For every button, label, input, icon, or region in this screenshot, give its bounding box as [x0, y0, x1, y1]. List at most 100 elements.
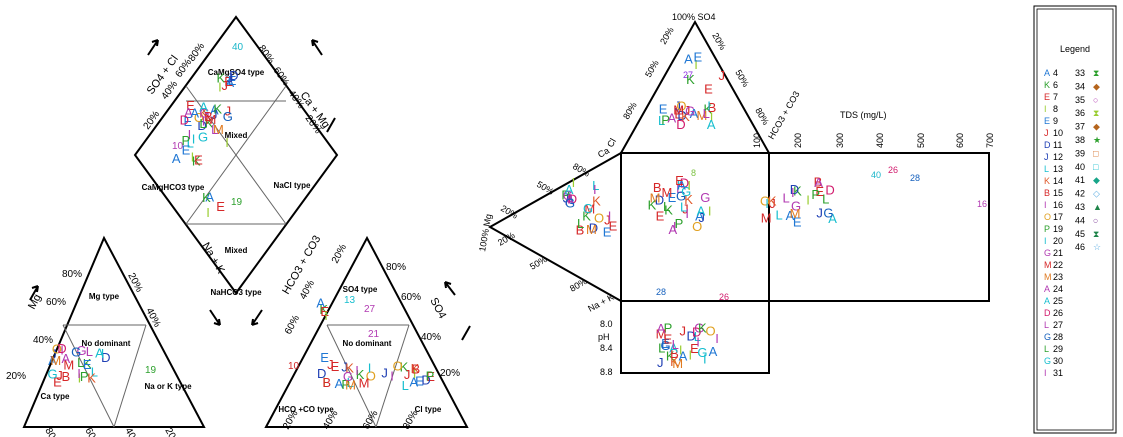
sample-point: G — [697, 345, 707, 360]
arrow-so4-cl — [147, 39, 159, 56]
label-no-dominant-anion: No dominant — [343, 339, 392, 348]
sample-point: G — [198, 130, 208, 145]
sample-point: G — [685, 104, 695, 119]
legend-symbol: I — [1044, 236, 1047, 246]
legend-label: 21 — [1053, 248, 1063, 258]
sample-point: E — [663, 332, 672, 347]
sample-point: A — [95, 346, 104, 361]
sample-point: A — [565, 190, 574, 205]
label-mg-type: Mg type — [89, 292, 120, 301]
label-hco-co-type: HCO +CO type — [278, 405, 334, 414]
sample-point: E — [426, 369, 435, 384]
axis-ca: Ca — [596, 145, 611, 159]
sample-point: J — [341, 359, 348, 374]
arrow-so4 — [444, 281, 456, 296]
sample-point: O — [705, 323, 715, 338]
sample-point: A — [199, 100, 208, 115]
svg-text:80%: 80% — [621, 100, 639, 121]
sample-point: M — [696, 108, 707, 123]
sample-point: D — [790, 182, 799, 197]
legend-symbol: ⧗ — [1093, 229, 1099, 239]
sample-point: I — [703, 351, 707, 366]
legend-symbol: ○ — [1093, 215, 1098, 225]
sample-point: E — [183, 114, 192, 129]
legend-label: 29 — [1053, 344, 1063, 354]
svg-text:50%: 50% — [733, 68, 751, 89]
sample-point: J — [227, 70, 234, 85]
sample-point: E — [415, 374, 424, 389]
svg-text:40%: 40% — [122, 426, 142, 437]
sample-point: A — [828, 211, 837, 226]
sample-point: A — [316, 295, 325, 310]
svg-text:80%: 80% — [62, 269, 82, 280]
sample-point: L — [775, 207, 782, 222]
sample-point: E — [659, 101, 668, 116]
sample-point: M — [761, 210, 772, 225]
sample-point: I — [202, 114, 206, 129]
sample-point: I — [324, 308, 328, 323]
legend-label: 17 — [1053, 212, 1063, 222]
sample-point: D — [57, 341, 66, 356]
legend-symbol: E — [1044, 116, 1050, 126]
sample-point: D — [687, 329, 696, 344]
sample-point: I — [715, 331, 719, 346]
sample-point: B — [708, 100, 717, 115]
sample-point: O — [194, 110, 204, 125]
durov-ph-panel — [620, 300, 770, 374]
sample-point: I — [694, 57, 698, 72]
sample-point: I — [593, 182, 597, 197]
sample-point: G — [661, 338, 671, 353]
sample-point: I — [413, 366, 417, 381]
sample-point: O — [594, 210, 604, 225]
sample-point: E — [186, 98, 195, 113]
legend-symbol: E — [1044, 92, 1050, 102]
ph-tick-labels: 8.0 8.4 8.8 — [600, 319, 613, 377]
sample-point: K — [216, 70, 225, 85]
highlight-21-piper: 21 — [368, 329, 380, 340]
legend-label: 42 — [1075, 189, 1085, 199]
anion-triangle — [264, 235, 469, 428]
legend-symbol: G — [1044, 356, 1051, 366]
sample-point: M — [345, 378, 356, 393]
durov-tds-panel — [768, 152, 990, 302]
sample-point: I — [673, 219, 677, 234]
sample-point: J — [327, 357, 334, 372]
legend-symbol: ⧗ — [1093, 108, 1099, 118]
legend-label: 14 — [1053, 176, 1063, 186]
sample-point: E — [661, 336, 670, 351]
legend-label: 33 — [1075, 68, 1085, 78]
legend-label: 36 — [1075, 108, 1085, 118]
legend-symbol: P — [1044, 224, 1050, 234]
axis-100-mg: 100% Mg — [477, 213, 493, 252]
label-no-dominant-cation: No dominant — [82, 339, 131, 348]
sample-point: K — [666, 349, 675, 364]
sample-point: J — [50, 346, 57, 361]
legend-symbol: K — [1044, 80, 1050, 90]
svg-text:300: 300 — [835, 133, 845, 148]
highlight-27-piper: 27 — [364, 304, 376, 315]
sample-point: I — [765, 196, 769, 211]
durov-diagram: 100% SO4 Cl HCO3 + CO3 Ca 100% Mg Na + K… — [477, 12, 995, 377]
legend-symbol: A — [1044, 68, 1050, 78]
legend-label: 25 — [1053, 296, 1063, 306]
sample-point: A — [707, 117, 716, 132]
axis-mg: Mg — [26, 292, 44, 311]
sample-point: G — [77, 343, 87, 358]
svg-text:20%: 20% — [6, 371, 26, 382]
legend-symbol: M — [1044, 272, 1052, 282]
sample-point: K — [87, 371, 96, 386]
sample-point: A — [684, 51, 693, 66]
sample-point: E — [815, 184, 824, 199]
svg-text:600: 600 — [955, 133, 965, 148]
sample-point: B — [204, 109, 213, 124]
sample-point: I — [677, 177, 681, 192]
sample-point: K — [400, 360, 409, 375]
svg-text:80%: 80% — [568, 276, 589, 294]
legend-label: 20 — [1053, 236, 1063, 246]
legend-label: 34 — [1075, 81, 1085, 91]
sample-point: M — [359, 375, 370, 390]
durov-anion-triangle — [619, 19, 771, 154]
sample-point: M — [650, 191, 661, 206]
sample-point: L — [577, 216, 584, 231]
